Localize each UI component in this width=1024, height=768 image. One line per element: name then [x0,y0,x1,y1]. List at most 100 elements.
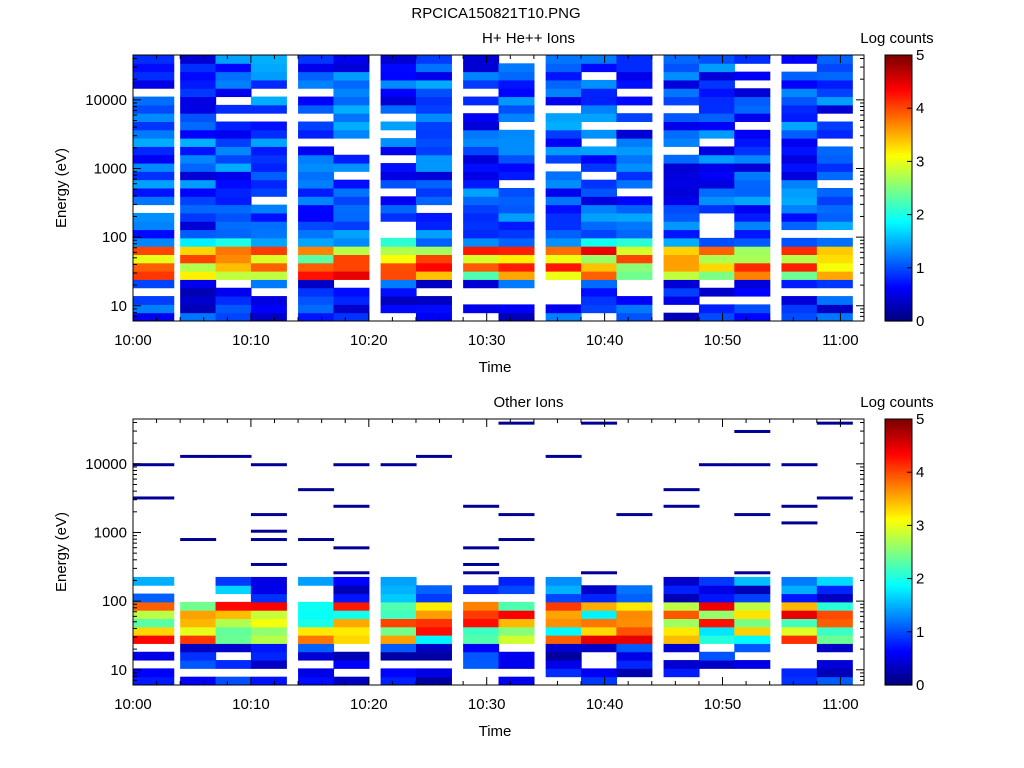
heatmap-cell [816,643,853,653]
heatmap-cell [734,188,771,197]
heatmap-cell [545,138,582,147]
colorbar-tick-label: 5 [916,411,924,428]
heatmap-cell [463,163,500,172]
colorbar-swatch [885,642,912,646]
heatmap-cell [333,287,370,297]
heatmap-cell [816,496,853,500]
heatmap-cell [498,538,535,542]
colorbar-swatch [885,629,912,633]
colorbar-swatch [885,110,912,114]
heatmap-cell [616,593,653,603]
heatmap-cell [663,618,700,628]
heatmap-cell [463,254,500,264]
heatmap-cell [415,635,452,644]
colorbar-swatch [885,660,912,664]
heatmap-cell [498,96,535,106]
heatmap-cell [698,146,735,156]
heatmap-cell [215,154,252,164]
heatmap-cell [333,79,370,89]
heatmap-cell [781,71,818,81]
heatmap-cell [545,79,582,89]
heatmap-cell [734,104,771,114]
heatmap-cell [663,262,700,272]
colorbar-swatch [885,92,912,96]
heatmap-cell [816,221,853,231]
heatmap-cell [816,129,853,139]
colorbar-swatch [885,487,912,491]
y-axis-label: Energy (eV) [53,512,70,592]
x-tick-label: 10:40 [586,696,624,713]
colorbar-swatch [885,86,912,89]
heatmap-cell [463,146,500,156]
colorbar-frame [884,418,913,686]
heatmap-cell [734,271,771,280]
heatmap-cell [663,254,700,264]
colorbar-swatch [885,272,912,276]
heatmap-cell [663,79,700,89]
colorbar-swatch [885,307,912,311]
heatmap-cell [734,660,771,669]
heatmap-cell [250,71,287,81]
heatmap-cell [734,55,771,64]
heatmap-cell [215,71,252,81]
colorbar-swatch [885,70,912,74]
heatmap-cell [333,660,370,669]
heatmap-cell [663,96,700,106]
heatmap-cell [545,171,582,181]
heatmap-cell [333,635,370,644]
colorbar-swatch [885,594,912,597]
heatmap-cell [415,651,452,661]
heatmap-cell [781,593,818,603]
heatmap-cell [816,163,853,172]
heatmap-cell [463,546,500,550]
heatmap-cell [298,254,335,264]
heatmap-cell [250,55,287,64]
colorbar-swatch [885,472,912,476]
heatmap-cell [581,221,618,231]
heatmap-cell [380,121,417,131]
heatmap-cell [180,221,217,231]
colorbar-swatch [885,199,912,202]
heatmap-cell [498,676,535,686]
heatmap-cell [463,154,500,164]
plot-frame [132,54,865,322]
colorbar-swatch [885,585,912,589]
heatmap-cell [333,304,370,314]
colorbar-swatch [885,651,912,655]
colorbar-swatch [885,314,912,318]
colorbar-swatch [885,423,912,427]
heatmap-cell [250,529,287,533]
heatmap-cell [816,635,853,644]
colorbar-swatch [885,580,912,584]
colorbar-swatch [885,296,912,300]
heatmap-cell [816,171,853,181]
colorbar-swatch [885,565,912,569]
heatmap-cell [734,146,771,156]
colorbar-swatch [885,434,912,438]
colorbar-swatch [885,183,912,187]
heatmap-cell [298,237,335,247]
colorbar-swatch [885,549,912,553]
heatmap-cell [545,146,582,156]
colorbar-swatch [885,469,912,473]
heatmap-cell [415,626,452,636]
heatmap-cell [380,71,417,81]
colorbar-swatch [885,163,912,167]
colorbar-swatch [885,598,912,602]
heatmap-cell [215,188,252,197]
colorbar-swatch [885,492,912,495]
heatmap-cell [616,660,653,669]
heatmap-cell [463,562,500,566]
heatmap-cell [133,188,175,197]
heatmap-cell [180,304,217,314]
heatmap-cell [781,576,818,586]
heatmap-cell [545,576,582,586]
colorbar-swatch [885,534,912,538]
heatmap-cell [180,96,217,106]
colorbar-swatch [885,74,912,78]
heatmap-cell [250,635,287,644]
heatmap-cell [298,129,335,139]
heatmap-cell [380,601,417,611]
heatmap-cell [415,237,452,247]
colorbar-swatch [885,483,912,487]
